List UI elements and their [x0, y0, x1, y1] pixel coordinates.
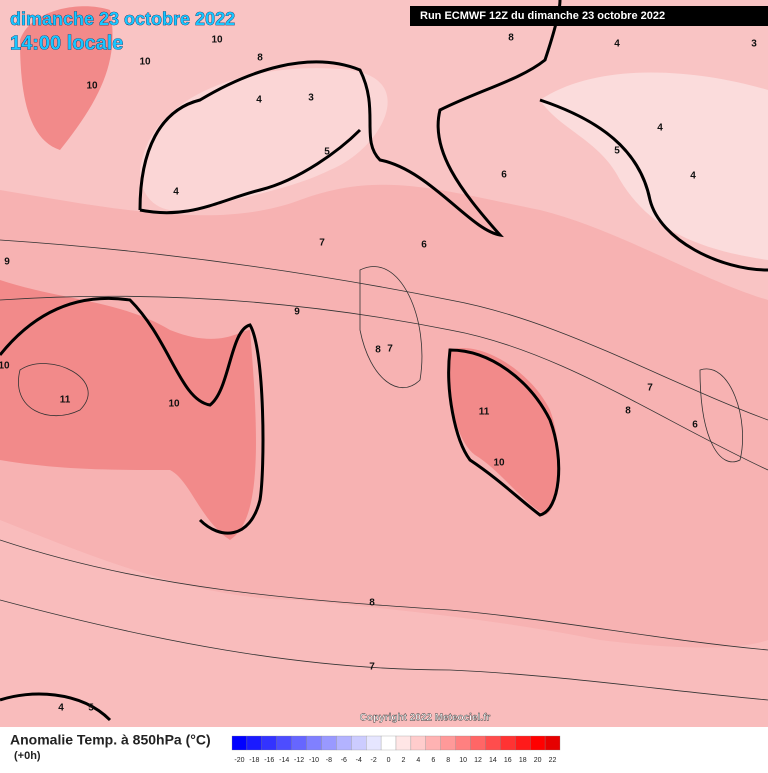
contour-label: 10: [211, 35, 223, 46]
contour-label: 7: [647, 383, 653, 394]
scale-swatch: [395, 735, 412, 751]
scale-label: 14: [489, 757, 497, 764]
contour-label: 7: [369, 662, 375, 673]
contour-label: 3: [751, 39, 757, 50]
contour-label: 3: [308, 93, 314, 104]
contour-label: 6: [421, 240, 427, 251]
scale-swatch: [276, 735, 292, 751]
scale-swatch: [366, 735, 382, 751]
anomaly-zone: [0, 520, 768, 727]
scale-swatch: [470, 735, 486, 751]
contour-label: 10: [493, 458, 505, 469]
scale-swatch: [291, 735, 307, 751]
scale-label: 22: [549, 757, 557, 764]
thick-contours: [0, 0, 768, 722]
scale-label: 4: [416, 757, 420, 764]
scale-label: 12: [474, 757, 482, 764]
scale-swatch: [515, 735, 531, 751]
color-scale: -20 -18 -16 -14 -12 -10 -8 -6 -4 -2 0 2 4 6 8 10 12 14 16 1…: [231, 735, 561, 764]
thin-contours: [0, 239, 768, 701]
contour-label: 11: [479, 407, 490, 418]
scale-label: -4: [356, 757, 362, 764]
contour-label: 8: [257, 53, 263, 64]
contour-label: 4: [614, 39, 620, 50]
scale-label: -2: [371, 757, 377, 764]
scale-label: 0: [387, 757, 391, 764]
scale-swatch: [231, 735, 248, 751]
contour-label: 4: [173, 187, 179, 198]
scale-label: 16: [504, 757, 512, 764]
scale-swatch: [485, 735, 501, 751]
contour-label: 9: [294, 307, 300, 318]
scale-swatch: [306, 735, 322, 751]
run-label: Run ECMWF 12Z du dimanche 23 octobre 202…: [420, 10, 665, 22]
contour-label: 6: [501, 170, 507, 181]
scale-label: 8: [446, 757, 450, 764]
contour-label: 10: [0, 361, 10, 372]
scale-swatch: [261, 735, 277, 751]
contour-label: 8: [625, 406, 631, 417]
anomaly-zone: [540, 72, 768, 260]
scale-swatch: [544, 735, 561, 751]
scale-swatch: [351, 735, 367, 751]
contour-label: 10: [86, 81, 98, 92]
copyright: Copyright 2022 Meteociel.fr: [360, 713, 491, 724]
scale-label: -14: [279, 757, 289, 764]
anomaly-zone: [20, 6, 113, 150]
contour-label: 7: [387, 344, 393, 355]
scale-label: -20: [234, 757, 244, 764]
anomaly-zone: [0, 280, 256, 540]
contour-label: 5: [88, 703, 94, 714]
contour-label: 8: [375, 345, 381, 356]
contour-label: 4: [690, 171, 696, 182]
scale-swatch: [425, 735, 441, 751]
contour-label: 8: [369, 598, 375, 609]
anomaly-zone: [140, 68, 388, 211]
contour-label: 4: [657, 123, 663, 134]
contour-label: 5: [324, 147, 330, 158]
contour-label: 11: [60, 395, 71, 406]
scale-swatch: [336, 735, 352, 751]
contour-label: 6: [692, 420, 698, 431]
contour-label: 9: [4, 257, 10, 268]
scale-swatch: [530, 735, 546, 751]
contour-label: 10: [139, 57, 151, 68]
legend-subtitle: (+0h): [14, 750, 41, 762]
date-title: dimanche 23 octobre 2022: [10, 9, 235, 29]
scale-label: 2: [402, 757, 406, 764]
scale-label: 18: [519, 757, 527, 764]
contour-label: 7: [319, 238, 325, 249]
contour-label: 10: [168, 399, 180, 410]
run-banner: [410, 6, 768, 26]
scale-label: 20: [534, 757, 542, 764]
scale-label: -8: [326, 757, 332, 764]
time-title: 14:00 locale: [10, 32, 123, 54]
scale-label: -10: [309, 757, 319, 764]
scale-label: -12: [294, 757, 304, 764]
scale-swatch: [410, 735, 426, 751]
scale-swatch: [455, 735, 471, 751]
scale-label: 10: [459, 757, 467, 764]
scale-label: 6: [431, 757, 435, 764]
scale-label: -18: [249, 757, 259, 764]
contour-label: 4: [256, 95, 262, 106]
scale-swatch: [246, 735, 262, 751]
contour-label: 4: [58, 703, 64, 714]
contour-label: 5: [614, 146, 620, 157]
scale-swatch: [440, 735, 456, 751]
anomaly-zone: [0, 0, 768, 300]
scale-label: -6: [341, 757, 347, 764]
contour-label: 8: [508, 33, 514, 44]
scale-swatch: [500, 735, 516, 751]
scale-label: -16: [264, 757, 274, 764]
scale-swatch: [380, 735, 397, 751]
scale-swatch: [321, 735, 337, 751]
legend-title: Anomalie Temp. à 850hPa (°C): [10, 732, 211, 748]
